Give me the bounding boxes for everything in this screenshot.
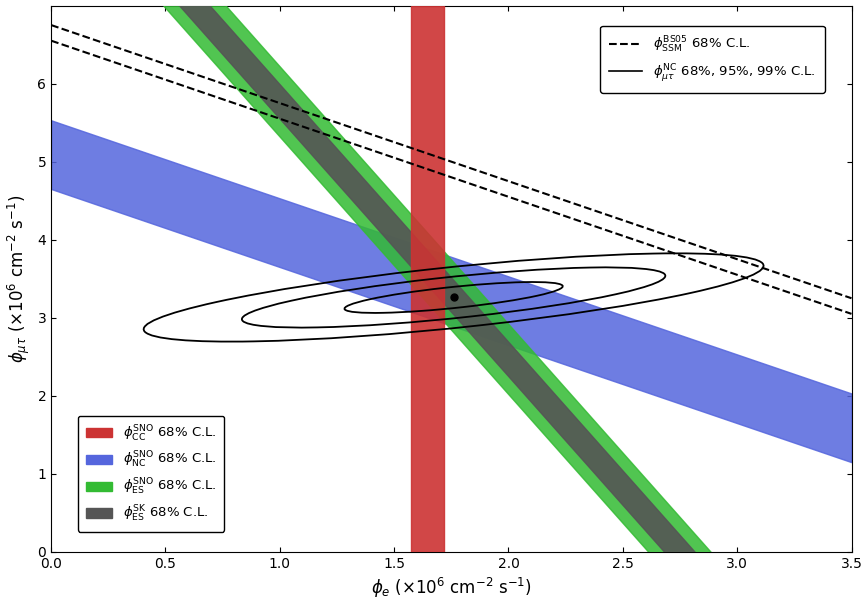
Bar [411,5,444,552]
X-axis label: $\phi_e$ ($\times 10^6$ cm$^{-2}$ s$^{-1}$): $\phi_e$ ($\times 10^6$ cm$^{-2}$ s$^{-1… [371,576,532,601]
Y-axis label: $\phi_{\mu\tau}$ ($\times 10^6$ cm$^{-2}$ s$^{-1}$): $\phi_{\mu\tau}$ ($\times 10^6$ cm$^{-2}… [5,195,32,363]
Legend: $\phi^{\rm BS05}_{\rm SSM}$ 68% C.L., $\phi^{\rm NC}_{\mu\tau}$ 68%, 95%, 99% C.: $\phi^{\rm BS05}_{\rm SSM}$ 68% C.L., $\… [600,26,825,93]
